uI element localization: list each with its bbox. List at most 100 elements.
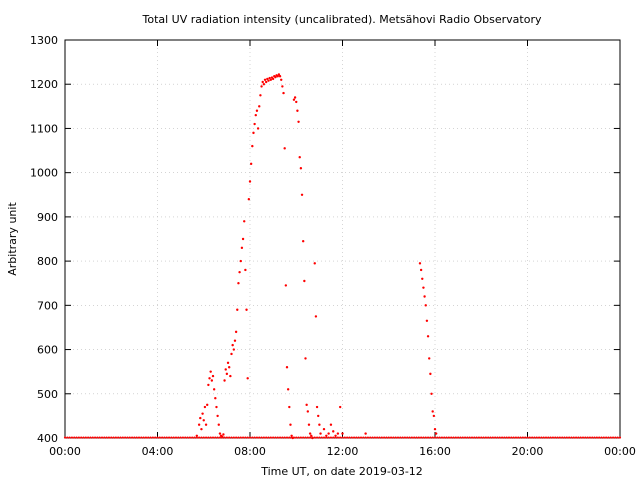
data-point [459, 436, 462, 439]
data-point [496, 436, 499, 439]
data-point [239, 259, 242, 263]
data-point [327, 436, 330, 439]
data-point [457, 436, 460, 439]
data-point [121, 436, 124, 439]
data-point [246, 436, 249, 439]
data-point [251, 144, 254, 148]
data-point [229, 374, 232, 378]
data-point [70, 436, 74, 439]
data-point [591, 436, 594, 439]
data-point [413, 436, 416, 439]
data-point [204, 423, 208, 426]
data-point [421, 277, 424, 280]
data-point [399, 436, 402, 439]
data-point [489, 436, 492, 439]
data-point [264, 80, 268, 84]
data-point [369, 436, 372, 439]
data-point [137, 436, 141, 439]
data-point [325, 436, 328, 439]
data-point [423, 295, 426, 298]
data-point [544, 436, 548, 439]
data-point [216, 436, 219, 439]
data-point [149, 436, 152, 439]
data-point [211, 374, 215, 378]
data-point [565, 436, 568, 439]
data-point [282, 91, 285, 95]
data-point [438, 436, 441, 439]
data-point [217, 423, 220, 426]
data-point [262, 436, 265, 439]
grid-lines [65, 40, 620, 438]
data-point [66, 436, 69, 439]
data-point [311, 436, 314, 440]
data-point [389, 436, 393, 439]
data-point [364, 432, 367, 435]
data-point [103, 436, 106, 439]
data-point [535, 436, 538, 439]
data-point [297, 436, 300, 439]
y-tick-label: 1200 [30, 78, 58, 91]
data-point [154, 436, 157, 439]
data-point [286, 388, 290, 391]
data-point [306, 436, 309, 439]
data-point [484, 436, 487, 439]
data-point [227, 366, 231, 369]
data-point [334, 436, 337, 439]
data-point [385, 436, 388, 439]
x-tick-label: 16:00 [419, 445, 451, 458]
data-point [581, 436, 585, 439]
data-point [237, 282, 240, 285]
data-point [107, 436, 111, 439]
data-point [482, 436, 485, 439]
data-point [73, 436, 76, 439]
data-point [304, 436, 307, 439]
data-point [338, 405, 342, 409]
data-point [114, 436, 117, 439]
data-point [161, 436, 164, 439]
data-point [234, 330, 238, 334]
data-point [274, 75, 277, 79]
data-point [422, 436, 425, 439]
data-point [313, 262, 316, 265]
data-point [177, 436, 180, 439]
data-point [376, 436, 379, 439]
data-point [507, 436, 511, 439]
data-point [100, 436, 104, 439]
data-point [378, 436, 381, 439]
data-point [216, 414, 219, 418]
data-point [221, 435, 224, 438]
data-point [195, 434, 199, 437]
data-point [276, 436, 279, 439]
data-point [246, 377, 249, 380]
data-point [232, 436, 235, 439]
data-point [307, 423, 311, 426]
data-point [561, 436, 564, 439]
data-point [184, 436, 187, 439]
data-point [494, 436, 497, 439]
data-point [247, 198, 251, 201]
data-point [239, 436, 242, 439]
data-point [269, 78, 273, 82]
data-point [254, 113, 257, 117]
data-point [272, 436, 275, 439]
data-point [556, 436, 559, 439]
data-point [253, 122, 256, 126]
data-point [156, 436, 159, 439]
data-point [77, 436, 80, 439]
data-point [609, 436, 612, 439]
data-point [315, 436, 319, 439]
data-point [424, 436, 427, 439]
x-tick-label: 00:00 [604, 445, 636, 458]
data-point [167, 436, 171, 439]
data-point [332, 436, 335, 439]
data-point [473, 436, 476, 439]
data-point [285, 436, 289, 439]
data-point [277, 73, 281, 76]
data-point [271, 77, 275, 81]
data-point [200, 436, 203, 439]
data-point [298, 155, 301, 159]
data-points [63, 73, 622, 440]
data-point [266, 77, 269, 81]
data-point [602, 436, 605, 439]
